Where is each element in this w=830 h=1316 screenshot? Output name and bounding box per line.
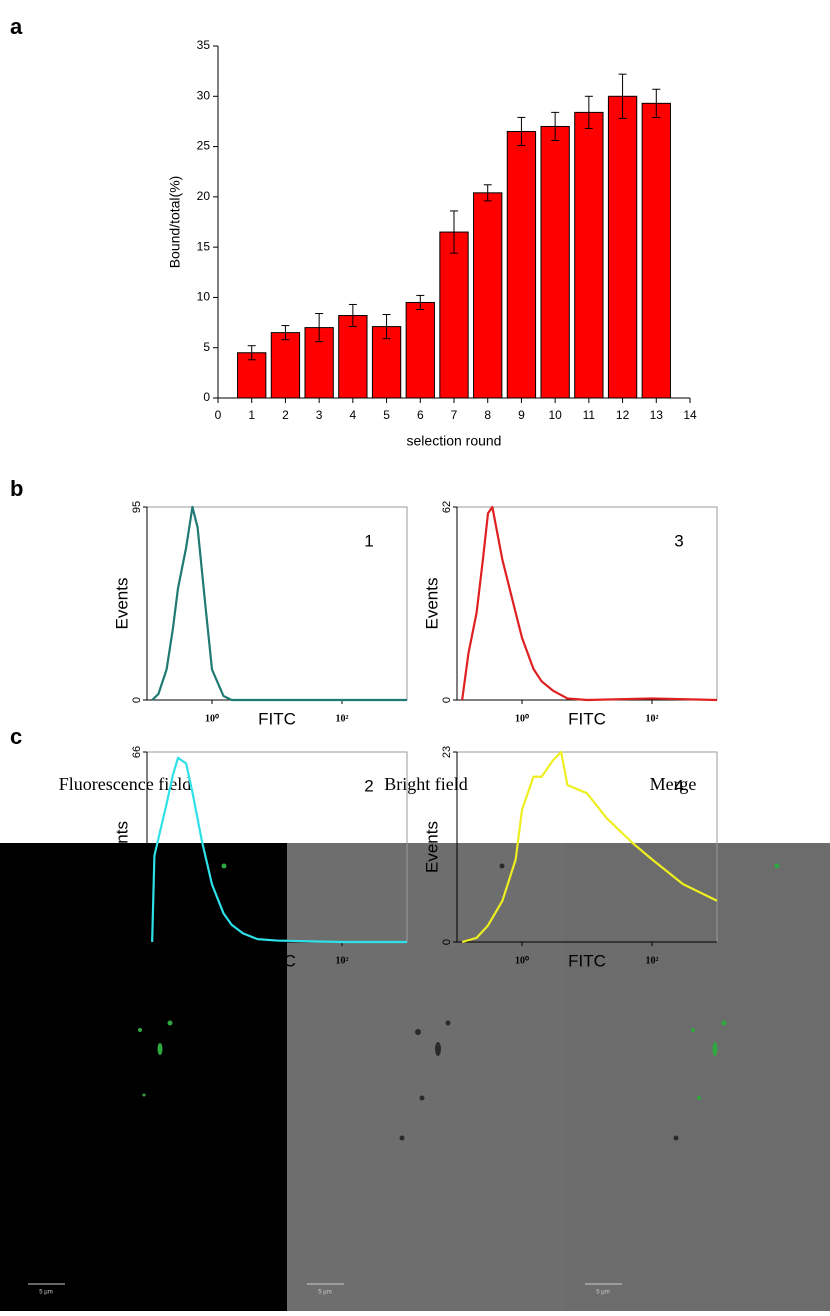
error-bar [652,88,661,118]
caption: Fluorescence field [59,774,191,794]
y-axis-label: Events [422,578,441,630]
y-tick-label: 0 [203,390,210,404]
y-tick-label: 0 [441,697,453,703]
histogram-line [461,750,718,944]
x-tick-label: 10 [548,408,562,422]
x-tick-label: 10⁰ [515,955,529,966]
y-tick-label: 25 [197,139,211,153]
y-axis-label: Events [422,821,441,873]
bright-spots [399,863,679,1141]
x-tick-label: 12 [616,408,630,422]
error-bar [315,313,324,343]
merge-image [565,843,830,1311]
x-tick-label: 10⁰ [515,713,529,724]
panel-label: a [10,14,23,39]
caption: Merge [650,774,697,794]
x-tick-label: 9 [518,408,525,422]
error-bar [517,116,526,147]
x-axis-label: FITC [258,709,296,728]
bar [405,301,435,399]
bar [607,95,638,399]
error-bar [348,303,357,328]
x-tick-label: 3 [316,408,323,422]
histogram-line [151,505,407,702]
x-tick-label: 0 [215,408,222,422]
x-tick-label: 7 [451,408,458,422]
bar [338,315,368,399]
x-tick-label: 8 [484,408,491,422]
x-axis-label: FITC [258,951,296,970]
x-tick-label: 13 [650,408,664,422]
error-bar [281,325,290,341]
x-axis-label: FITC [568,709,606,728]
x-tick-label: 5 [383,408,390,422]
scale-label: 5 µm [318,1290,331,1296]
x-axis-label: FITC [568,951,606,970]
error-bar [450,210,458,254]
bar [540,125,570,399]
bar [439,231,469,399]
y-tick-label: 62 [441,501,453,513]
histogram-line [461,505,718,702]
x-tick-label: 10² [336,955,349,966]
micrographs: 5 µm 5 µm 5 µm [0,843,830,1311]
error-bar [483,184,492,202]
y-tick-label: 5 [203,340,210,354]
y-tick-label: 95 [131,501,143,513]
x-tick-label: 10² [646,955,659,966]
panel-label: c [10,724,22,749]
bar [506,130,537,399]
annotation: 4 [674,776,683,795]
error-bar [382,314,391,340]
scale-label: 5 µm [596,1290,609,1296]
x-tick-label: 2 [282,408,289,422]
x-tick-label: 11 [583,408,596,422]
y-tick-label: 66 [131,746,143,758]
x-tick-label: 6 [417,408,424,422]
y-axis-label: Bound/total(%) [167,176,183,269]
fluorescence-image [0,843,287,1311]
error-bar [551,111,560,142]
bar [473,192,503,399]
annotation: 1 [364,531,373,550]
captions: Fluorescence field Bright field Merge [59,774,697,794]
y-tick-label: 0 [131,697,143,703]
bar [574,111,604,399]
y-tick-label: 0 [131,939,143,945]
x-tick-label: 1 [248,408,255,422]
y-tick-label: 15 [197,239,211,253]
x-tick-label: 4 [350,408,357,422]
y-tick-label: 35 [197,38,211,52]
bar [270,332,301,399]
bar [237,352,267,399]
y-tick-label: 30 [197,88,211,102]
histogram-line [151,756,407,944]
scale-label: 5 µm [39,1290,52,1296]
error-bar [247,345,256,361]
error-bar [416,294,425,310]
y-axis-label: Events [112,821,131,873]
y-tick-label: 10 [197,290,211,304]
bright-field-image [287,843,565,1311]
y-axis-label: Events [112,578,131,630]
x-tick-label: 10⁰ [205,955,219,966]
caption: Bright field [384,774,468,794]
error-bar [618,73,627,119]
y-tick-label: 20 [197,189,211,203]
annotation: 3 [674,531,683,550]
x-axis-label: selection round [407,433,502,449]
annotation: 2 [364,776,373,795]
y-tick-label: 23 [441,746,453,758]
x-tick-label: 10⁰ [205,713,219,724]
panel-label: b [10,476,23,501]
bar [641,102,671,399]
x-tick-label: 10² [646,713,659,724]
x-tick-label: 14 [683,408,697,422]
y-tick-label: 0 [441,939,453,945]
error-bar [584,95,593,129]
x-tick-label: 10² [336,713,349,724]
fluorescent-spots [138,863,780,1100]
